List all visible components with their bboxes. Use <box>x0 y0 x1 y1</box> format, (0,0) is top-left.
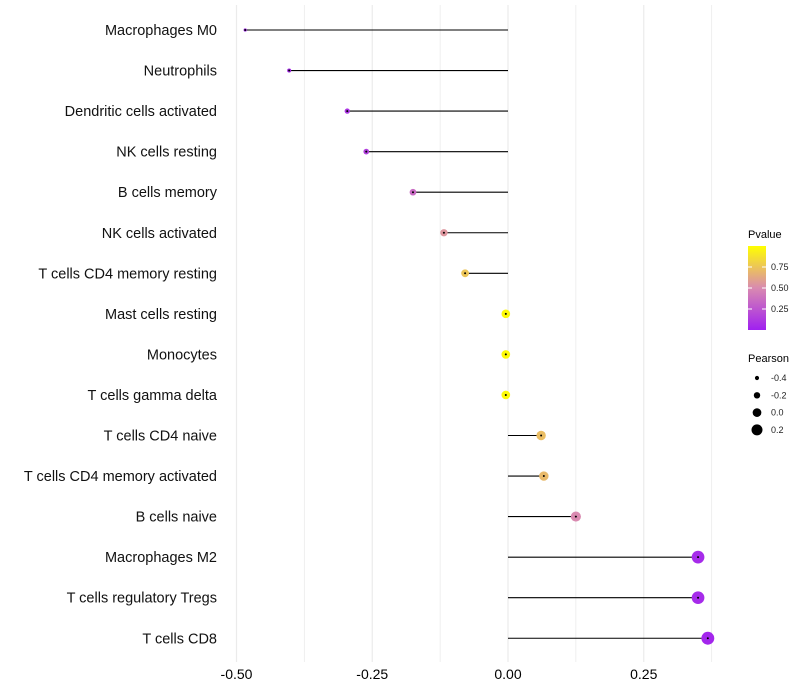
y-tick-label: T cells CD4 memory activated <box>24 469 217 485</box>
lollipop-stem-end <box>442 231 445 234</box>
x-tick-label: -0.25 <box>356 666 388 682</box>
x-tick-label: -0.50 <box>221 666 253 682</box>
lollipop-stem-end <box>706 637 709 640</box>
legend-pearson-title: Pearson <box>748 353 789 365</box>
legend-pvalue-tick-label: 0.75 <box>771 262 789 272</box>
legend-pearson-label: 0.0 <box>771 408 784 418</box>
lollipop-stem-end <box>346 110 349 113</box>
lollipop-stem-end <box>244 29 247 31</box>
y-tick-label: T cells CD8 <box>142 631 217 647</box>
legend-pearson-dot <box>752 408 762 417</box>
lollipop-stem-end <box>540 434 543 437</box>
lollipop-stem-end <box>574 515 577 518</box>
legend-pearson-dot <box>754 375 760 381</box>
y-tick-label: Macrophages M2 <box>105 550 217 566</box>
legend-pearson-label: -0.2 <box>771 390 787 400</box>
lollipop-stem-end <box>288 69 291 72</box>
y-tick-label: T cells gamma delta <box>88 388 218 404</box>
legend-pvalue-colorbar <box>748 246 766 330</box>
lollipop-stem-end <box>365 150 368 153</box>
lollipop-stem-end <box>504 353 507 356</box>
lollipop-stem-end <box>411 191 414 194</box>
y-tick-label: B cells memory <box>118 185 218 201</box>
y-tick-label: T cells CD4 memory resting <box>38 266 217 282</box>
lollipop-stem-end <box>542 475 545 478</box>
y-tick-label: NK cells activated <box>102 226 217 242</box>
lollipop-stem-end <box>464 272 467 275</box>
y-tick-label: T cells CD4 naive <box>104 429 217 445</box>
legend-pearson-dot <box>751 424 763 436</box>
lollipop-stem-end <box>697 596 700 599</box>
lollipop-stem-end <box>697 556 700 559</box>
y-tick-label: T cells regulatory Tregs <box>67 591 217 607</box>
legend-pearson-dot <box>753 392 761 399</box>
x-tick-label: 0.00 <box>494 666 521 682</box>
y-tick-label: Monocytes <box>147 347 217 363</box>
y-tick-label: Macrophages M0 <box>105 23 217 39</box>
y-tick-label: Neutrophils <box>144 64 217 80</box>
y-tick-label: Mast cells resting <box>105 307 217 323</box>
legend-pvalue-title: Pvalue <box>748 229 782 241</box>
y-tick-label: Dendritic cells activated <box>65 104 217 120</box>
lollipop-stem-end <box>504 393 507 396</box>
legend-pvalue-tick-label: 0.25 <box>771 304 789 314</box>
x-tick-label: 0.25 <box>630 666 657 682</box>
y-tick-label: NK cells resting <box>116 145 217 161</box>
legend-pvalue-tick-label: 0.50 <box>771 283 789 293</box>
lollipop-stem-end <box>504 312 507 315</box>
y-tick-label: B cells naive <box>136 510 217 526</box>
legend-pearson-label: 0.2 <box>771 425 784 435</box>
legend-pearson-label: -0.4 <box>771 373 787 383</box>
